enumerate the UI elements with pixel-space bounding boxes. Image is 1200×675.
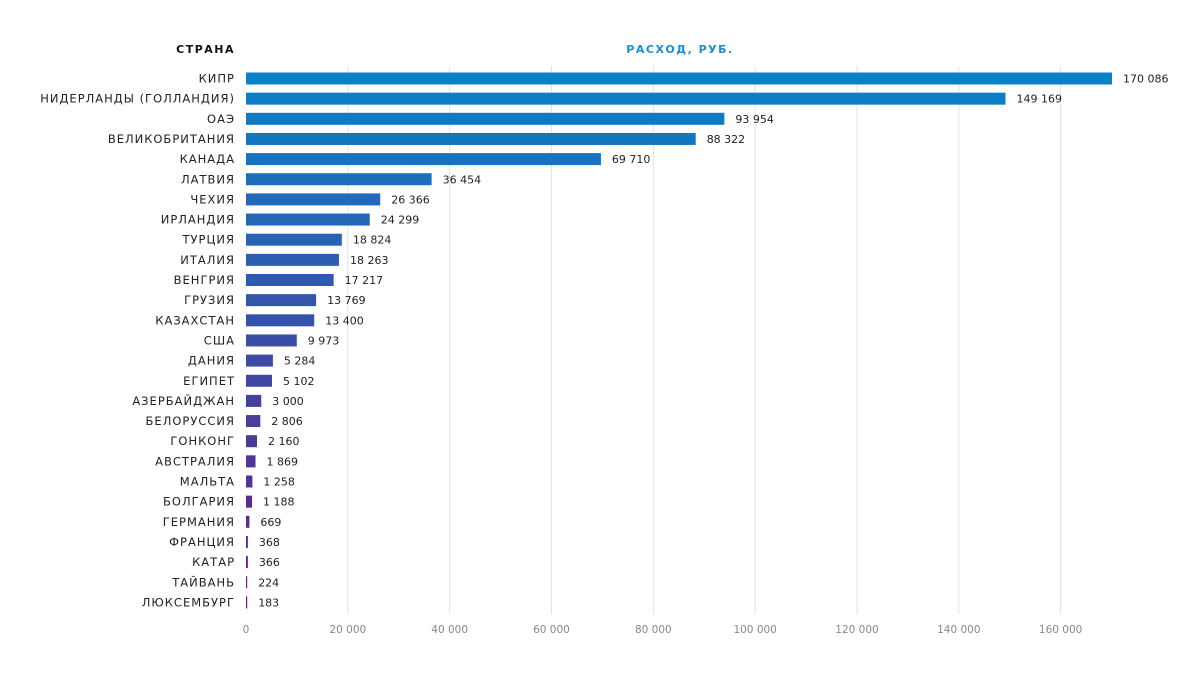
bar: [246, 415, 261, 428]
x-tick-label: 140 000: [937, 624, 980, 636]
data-label: 2 160: [268, 435, 300, 448]
bar: [246, 374, 272, 387]
bar: [246, 213, 370, 226]
category-label: МАЛЬТА: [180, 475, 235, 489]
data-label: 24 299: [381, 214, 420, 227]
category-label: ИРЛАНДИЯ: [161, 213, 235, 227]
data-label: 170 086: [1123, 73, 1169, 86]
category-label: ЛЮКСЕМБУРГ: [142, 595, 235, 609]
category-label: ЛАТВИЯ: [181, 172, 235, 186]
category-labels: КИПР НИДЕРЛАНДЫ (ГОЛЛАНДИЯ) ОАЭ ВЕЛИКОБРИТА…: [40, 72, 236, 610]
category-label: КИПР: [199, 72, 235, 86]
category-label: БОЛГАРИЯ: [163, 495, 235, 509]
data-label: 1 258: [263, 476, 295, 489]
value-labels: 170 086 149 169 93 954 88 322 69 710 36 454 26…: [258, 73, 1168, 610]
bar: [246, 92, 1006, 105]
bar: [246, 556, 248, 569]
data-label: 13 400: [325, 314, 364, 327]
bar: [246, 153, 601, 166]
value-header: РАСХОД, РУБ.: [626, 43, 733, 56]
data-label: 88 322: [707, 133, 746, 146]
bar: [246, 354, 273, 367]
data-label: 5 284: [284, 355, 316, 368]
data-label: 368: [259, 536, 280, 549]
category-label: КАТАР: [192, 555, 235, 569]
data-label: 183: [258, 596, 279, 609]
bar: [246, 334, 297, 347]
bar: [246, 253, 339, 266]
category-label: ОАЭ: [207, 112, 235, 126]
x-tick-label: 160 000: [1039, 624, 1082, 636]
data-label: 224: [258, 576, 279, 589]
category-label: ФРАНЦИЯ: [169, 535, 235, 549]
data-label: 3 000: [272, 395, 304, 408]
x-tick-label: 80 000: [635, 624, 672, 636]
category-label: ИТАЛИЯ: [180, 253, 235, 267]
data-label: 17 217: [345, 274, 384, 287]
data-label: 26 366: [391, 193, 430, 206]
bar: [246, 475, 253, 488]
data-label: 36 454: [443, 173, 482, 186]
data-label: 13 769: [327, 294, 366, 307]
data-label: 669: [260, 516, 281, 529]
bar: [246, 112, 725, 125]
bar: [246, 233, 342, 246]
data-label: 69 710: [612, 153, 651, 166]
category-label: БЕЛОРУССИЯ: [146, 414, 235, 428]
bar: [246, 394, 262, 407]
grid-lines: [347, 66, 1062, 614]
category-label: ДАНИЯ: [188, 354, 235, 368]
bar: [246, 294, 317, 307]
category-label: АВСТРАЛИЯ: [155, 454, 235, 468]
bar: [246, 173, 432, 186]
bar: [246, 193, 381, 206]
data-label: 366: [259, 556, 280, 569]
x-tick-label: 60 000: [533, 624, 570, 636]
category-label: США: [204, 333, 235, 347]
category-label: ТАЙВАНЬ: [171, 574, 235, 589]
bar: [246, 274, 334, 286]
data-label: 149 169: [1017, 93, 1063, 106]
category-label: КАЗАХСТАН: [155, 313, 235, 327]
category-label: ТУРЦИЯ: [182, 233, 236, 247]
data-label: 9 973: [308, 334, 340, 347]
x-tick-label: 120 000: [835, 624, 878, 636]
category-label: ЧЕХИЯ: [190, 192, 235, 206]
category-label: ГЕРМАНИЯ: [163, 515, 235, 529]
category-label: ВЕЛИКОБРИТАНИЯ: [108, 132, 235, 146]
data-label: 93 954: [735, 113, 774, 126]
data-label: 18 263: [350, 254, 389, 267]
bar: [246, 314, 315, 327]
category-label: ГРУЗИЯ: [184, 293, 235, 307]
bar: [246, 596, 248, 609]
data-label: 18 824: [353, 234, 392, 247]
data-label: 1 188: [263, 496, 295, 509]
x-tick-label: 40 000: [431, 624, 468, 636]
category-label: АЗЕРБАЙДЖАН: [132, 393, 235, 408]
x-tick-label: 100 000: [733, 624, 776, 636]
bar: [246, 435, 257, 448]
data-label: 2 806: [271, 415, 303, 428]
bar: [246, 72, 1112, 85]
category-label: НИДЕРЛАНДЫ (ГОЛЛАНДИЯ): [40, 92, 235, 106]
x-tick-label: 0: [243, 624, 250, 636]
x-tick-label: 20 000: [329, 624, 366, 636]
bar: [246, 495, 253, 508]
category-label: КАНАДА: [180, 152, 235, 166]
bar: [246, 535, 248, 548]
bars: [246, 72, 1112, 609]
category-label: ВЕНГРИЯ: [174, 273, 235, 287]
category-header: СТРАНА: [176, 43, 235, 56]
bar: [246, 455, 256, 468]
data-label: 1 869: [267, 455, 299, 468]
x-axis-ticks: 0 20 000 40 000 60 000 80 000 100 000 120 000 1…: [243, 624, 1083, 636]
data-label: 5 102: [283, 375, 315, 388]
category-label: ГОНКОНГ: [170, 434, 235, 448]
bar: [246, 515, 250, 528]
category-label: ЕГИПЕТ: [183, 374, 235, 388]
bar: [246, 132, 696, 145]
bar: [246, 576, 248, 589]
